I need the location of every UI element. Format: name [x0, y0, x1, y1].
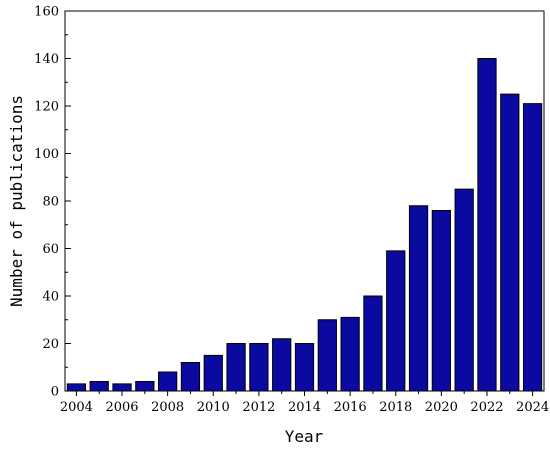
bar-2022 [477, 58, 497, 392]
bar-2006 [112, 383, 132, 392]
bar-2013 [272, 338, 292, 392]
bar-2004 [66, 383, 87, 392]
x-tick-label-2006: 2006 [105, 400, 138, 415]
bar-2017 [363, 295, 383, 392]
y-tick-label-60: 60 [42, 242, 59, 257]
bar-2015 [317, 319, 337, 392]
bar-2020 [431, 210, 451, 392]
x-tick-label-2004: 2004 [60, 400, 93, 415]
x-tick-label-2010: 2010 [197, 400, 230, 415]
x-axis-ticks: 2004 2006 2008 2010 2012 2014 2016 2018 2020 2022… [60, 391, 549, 415]
y-tick-label-100: 100 [34, 147, 59, 162]
y-tick-label-20: 20 [42, 337, 59, 352]
y-tick-label-0: 0 [51, 385, 59, 400]
x-tick-label-2024: 2024 [516, 400, 549, 415]
bar-2019 [408, 205, 429, 392]
bar-2016 [340, 316, 360, 392]
x-tick-label-2012: 2012 [242, 400, 275, 415]
bar-2021 [454, 188, 474, 392]
bar-2005 [89, 381, 109, 392]
bar-2014 [294, 343, 315, 392]
x-axis-title: Year [285, 427, 324, 446]
x-tick-label-2022: 2022 [470, 400, 503, 415]
bar-2012 [249, 343, 269, 392]
y-tick-label-120: 120 [34, 100, 59, 115]
bar-2024 [522, 103, 543, 392]
bars-group [66, 58, 543, 392]
x-tick-label-2014: 2014 [288, 400, 321, 415]
y-tick-label-160: 160 [34, 5, 59, 20]
bar-2007 [135, 381, 155, 392]
x-tick-label-2016: 2016 [334, 400, 367, 415]
x-tick-label-2020: 2020 [425, 400, 458, 415]
bar-2011 [226, 343, 246, 392]
bar-2010 [203, 354, 223, 392]
bar-2023 [500, 93, 520, 392]
bar-2009 [180, 362, 201, 392]
y-axis-ticks: 0 20 40 60 80 100 120 140 160 [34, 5, 71, 400]
y-tick-label-40: 40 [42, 290, 59, 305]
x-tick-label-2008: 2008 [151, 400, 184, 415]
bar-2008 [158, 371, 178, 392]
y-tick-label-80: 80 [42, 195, 59, 210]
y-axis-title: Number of publications [7, 95, 26, 307]
bar-2018 [386, 250, 406, 392]
y-tick-label-140: 140 [34, 52, 59, 67]
x-tick-label-2018: 2018 [379, 400, 412, 415]
